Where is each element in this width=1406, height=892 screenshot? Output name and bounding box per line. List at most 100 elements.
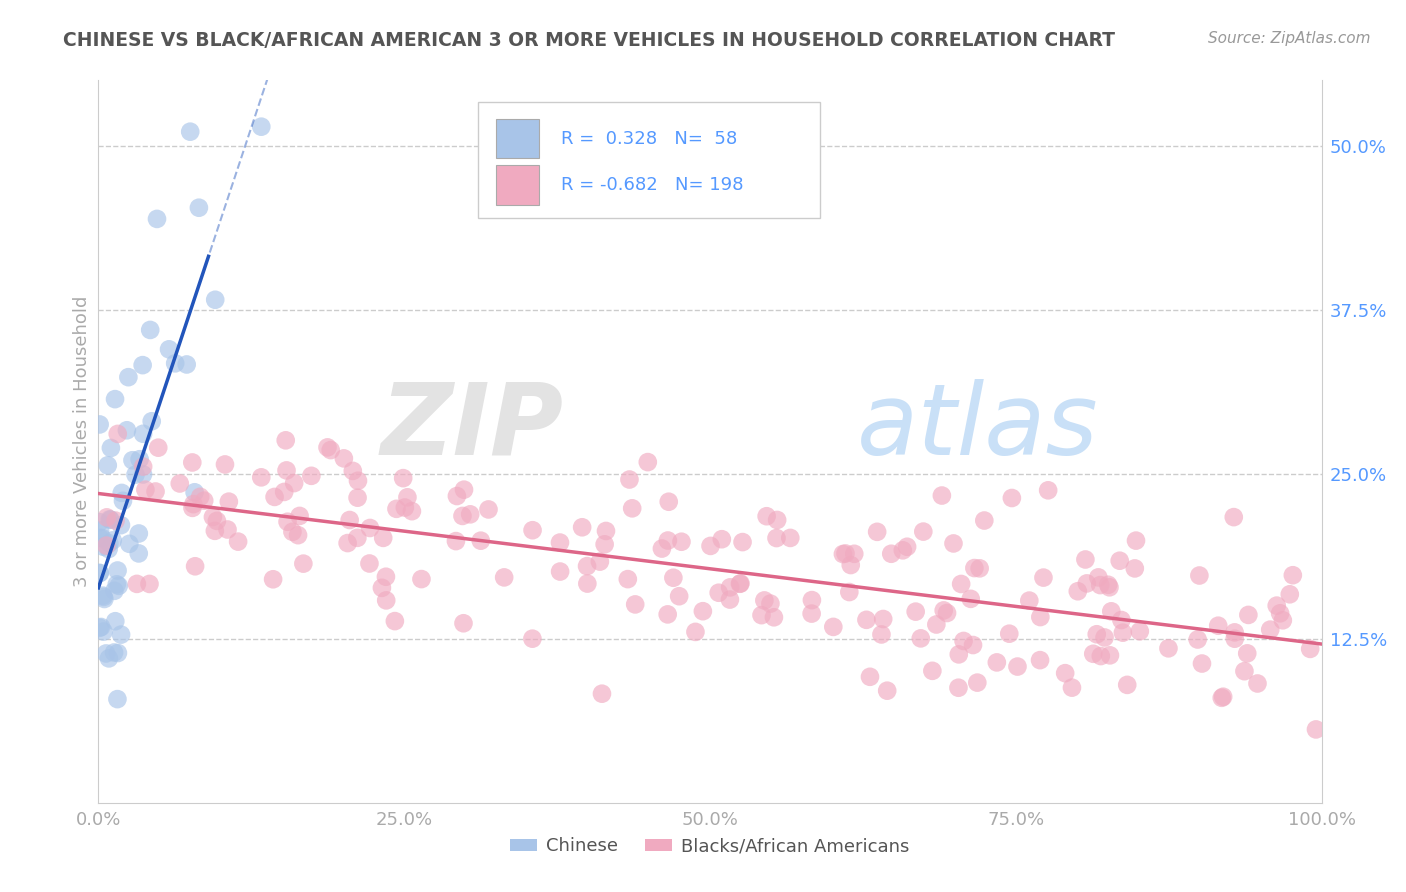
Point (755, 509, 778, 524)
Point (839, 558, 862, 572)
Point (668, 589, 690, 603)
Point (336, 536, 359, 550)
Point (657, 533, 679, 548)
Point (217, 523, 239, 537)
Point (1001, 491, 1024, 505)
Point (658, 494, 681, 508)
Point (731, 535, 754, 549)
Point (1278, 587, 1301, 601)
Point (104, 614, 127, 628)
Point (470, 533, 492, 548)
Point (250, 470, 273, 484)
Point (100, 513, 122, 527)
Point (179, 125, 201, 139)
Point (477, 502, 499, 516)
Point (347, 474, 370, 488)
Point (121, 453, 143, 467)
Point (800, 607, 823, 621)
Text: CHINESE VS BLACK/AFRICAN AMERICAN 3 OR MORE VEHICLES IN HOUSEHOLD CORRELATION CH: CHINESE VS BLACK/AFRICAN AMERICAN 3 OR M… (63, 31, 1115, 50)
Point (385, 501, 408, 516)
Point (925, 617, 948, 632)
Point (932, 603, 955, 617)
Point (104, 392, 127, 406)
Point (104, 514, 127, 528)
Point (118, 537, 141, 551)
Point (1125, 533, 1147, 548)
Point (589, 555, 612, 569)
Point (1097, 578, 1119, 592)
Point (394, 500, 416, 515)
Point (458, 508, 481, 522)
FancyBboxPatch shape (496, 165, 538, 204)
Point (107, 426, 129, 441)
Point (91, 531, 114, 545)
Point (765, 531, 787, 545)
Point (1029, 653, 1052, 667)
Text: R =  0.328   N=  58: R = 0.328 N= 58 (561, 130, 737, 148)
Point (576, 576, 599, 591)
Point (97, 542, 120, 557)
Point (103, 645, 125, 659)
Point (1191, 657, 1213, 671)
Point (692, 604, 714, 618)
Point (986, 656, 1008, 670)
Point (699, 539, 721, 553)
Point (921, 664, 943, 678)
Point (866, 524, 889, 539)
Point (1087, 570, 1109, 584)
Point (131, 358, 153, 372)
Point (124, 467, 146, 482)
Point (132, 459, 155, 474)
Point (1060, 681, 1083, 695)
Point (832, 547, 855, 561)
Point (346, 491, 368, 505)
Point (779, 531, 801, 545)
Point (277, 515, 299, 529)
Point (176, 358, 198, 372)
Point (138, 577, 160, 591)
Text: Source: ZipAtlas.com: Source: ZipAtlas.com (1208, 31, 1371, 46)
Point (188, 490, 211, 504)
Point (283, 476, 305, 491)
Point (710, 533, 733, 547)
Point (201, 510, 224, 524)
Point (936, 606, 959, 620)
Point (838, 585, 860, 599)
Point (522, 632, 544, 646)
Point (624, 598, 647, 612)
FancyBboxPatch shape (478, 102, 820, 218)
Point (105, 577, 128, 591)
Point (1074, 552, 1097, 566)
Point (1258, 623, 1281, 637)
Point (93, 592, 115, 607)
Point (339, 513, 361, 527)
Point (1206, 618, 1229, 632)
Point (91, 589, 114, 603)
Point (969, 561, 991, 575)
Point (93, 624, 115, 639)
Point (880, 547, 903, 561)
Point (97, 458, 120, 473)
Point (128, 546, 150, 560)
Point (401, 504, 423, 518)
Point (396, 491, 419, 505)
Point (333, 451, 356, 466)
Point (1112, 625, 1135, 640)
Point (128, 526, 150, 541)
Point (262, 572, 284, 586)
Point (1246, 676, 1268, 690)
Point (103, 583, 125, 598)
Point (110, 518, 132, 533)
Point (193, 493, 215, 508)
Point (1271, 613, 1294, 627)
Point (948, 681, 970, 695)
Point (494, 570, 516, 584)
Point (115, 423, 138, 437)
Point (766, 513, 789, 527)
Point (89, 531, 111, 545)
Point (966, 675, 988, 690)
Point (759, 597, 782, 611)
Point (93, 590, 115, 604)
Point (548, 535, 571, 549)
Point (276, 463, 298, 477)
